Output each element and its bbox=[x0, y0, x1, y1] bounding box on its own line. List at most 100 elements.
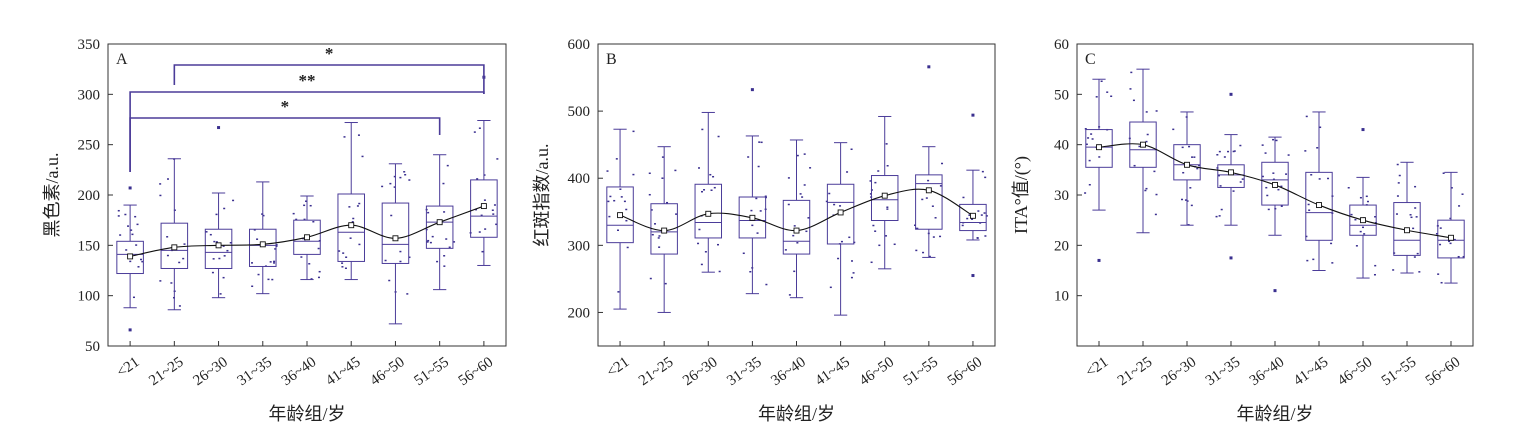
box-26~30 bbox=[1172, 111, 1201, 226]
box-iqr bbox=[204, 228, 233, 269]
data-point bbox=[446, 164, 449, 167]
data-point bbox=[431, 235, 434, 238]
data-point bbox=[1305, 115, 1308, 118]
data-point bbox=[389, 182, 392, 185]
box-<21 bbox=[606, 128, 635, 310]
data-point bbox=[1319, 126, 1322, 129]
data-point bbox=[408, 179, 411, 181]
data-point bbox=[1184, 199, 1187, 201]
x-tick-label: 41~45 bbox=[323, 354, 363, 389]
data-point bbox=[1182, 171, 1185, 174]
data-point bbox=[977, 210, 980, 212]
data-point bbox=[178, 305, 181, 307]
data-point bbox=[170, 282, 173, 284]
data-point bbox=[393, 175, 396, 178]
data-point bbox=[1084, 192, 1087, 194]
data-point bbox=[1449, 242, 1452, 245]
data-point bbox=[1327, 177, 1330, 180]
y-tick-label: 30 bbox=[1054, 188, 1069, 204]
data-point bbox=[850, 276, 853, 279]
data-point bbox=[343, 136, 346, 138]
data-point bbox=[1307, 203, 1310, 206]
data-point bbox=[1397, 182, 1400, 184]
x-tick-label: <21 bbox=[114, 354, 142, 381]
outlier-point bbox=[1361, 128, 1365, 132]
data-point bbox=[219, 293, 222, 295]
data-point bbox=[1189, 187, 1192, 189]
data-point bbox=[1132, 99, 1135, 102]
data-point bbox=[613, 199, 616, 202]
data-point bbox=[1266, 194, 1269, 197]
data-point bbox=[658, 246, 661, 248]
data-point bbox=[1217, 174, 1220, 177]
box-iqr bbox=[1437, 219, 1465, 259]
data-point bbox=[1091, 138, 1094, 140]
data-point bbox=[626, 246, 629, 249]
chart-panel-A: 50 100 150 200 250 300 350 <21 21~25 26~30 31~35 36… bbox=[42, 37, 507, 424]
box-46~50 bbox=[869, 115, 899, 270]
y-tick-label: 400 bbox=[568, 171, 591, 187]
data-point bbox=[749, 271, 752, 273]
data-point bbox=[213, 240, 216, 243]
data-point bbox=[757, 165, 760, 168]
data-point bbox=[848, 236, 851, 239]
data-point bbox=[1350, 213, 1353, 216]
mean-marker bbox=[1140, 141, 1146, 148]
data-point bbox=[1398, 174, 1401, 177]
x-axis-title: 年龄组/岁 bbox=[268, 404, 345, 424]
data-point bbox=[443, 211, 446, 213]
data-point bbox=[1172, 128, 1175, 131]
mean-marker bbox=[837, 209, 844, 216]
box-iqr bbox=[1129, 121, 1157, 168]
x-tick-label: <21 bbox=[604, 354, 632, 381]
data-point bbox=[617, 291, 620, 293]
data-point bbox=[427, 239, 430, 242]
data-point bbox=[1366, 200, 1369, 203]
data-point bbox=[1145, 140, 1148, 143]
data-point bbox=[344, 267, 347, 270]
data-point bbox=[273, 262, 276, 264]
data-point bbox=[1145, 187, 1148, 190]
data-point bbox=[134, 215, 137, 218]
x-tick-label: 46~50 bbox=[857, 354, 897, 389]
bracket-line bbox=[129, 117, 441, 172]
data-point bbox=[271, 278, 274, 281]
y-tick-label: 100 bbox=[78, 289, 101, 305]
data-point bbox=[648, 172, 651, 175]
data-point bbox=[1138, 145, 1141, 148]
data-point bbox=[717, 135, 720, 138]
box-56~60 bbox=[1435, 171, 1465, 284]
data-point bbox=[1361, 226, 1364, 229]
data-point bbox=[885, 143, 888, 145]
data-point bbox=[1100, 80, 1103, 83]
data-point bbox=[483, 199, 486, 201]
data-point bbox=[661, 177, 664, 179]
data-point bbox=[921, 198, 924, 201]
chart-panel-B: 200 300 400 500 600 <21 21~25 26~30 31~35 36~40 41… bbox=[532, 37, 996, 424]
outlier-point bbox=[1097, 258, 1101, 262]
outlier-point bbox=[971, 274, 975, 278]
data-point bbox=[1264, 152, 1267, 154]
mean-marker bbox=[969, 212, 976, 219]
outlier-point bbox=[1273, 289, 1277, 293]
chart-panel-C: 10 20 30 40 50 60 <21 21~25 26~30 31~35 36~40 41~45… bbox=[1011, 37, 1474, 424]
data-point bbox=[1435, 233, 1438, 235]
data-point bbox=[119, 234, 122, 236]
plot-frame bbox=[1076, 43, 1474, 347]
data-point bbox=[166, 254, 169, 257]
data-point bbox=[478, 127, 481, 129]
data-point bbox=[483, 174, 486, 176]
data-point bbox=[492, 213, 495, 215]
data-point bbox=[308, 263, 311, 265]
data-point bbox=[1448, 240, 1451, 243]
y-axis-title: 红斑指数/a.u. bbox=[532, 144, 552, 247]
data-point bbox=[840, 240, 843, 243]
y-tick-label: 250 bbox=[78, 138, 101, 154]
data-point bbox=[709, 173, 712, 176]
data-point bbox=[292, 212, 295, 215]
y-axis-title: ITA°值/(°) bbox=[1011, 156, 1032, 234]
data-point bbox=[173, 209, 176, 211]
data-point bbox=[1461, 193, 1464, 195]
data-point bbox=[925, 197, 928, 199]
data-point bbox=[1439, 243, 1442, 246]
